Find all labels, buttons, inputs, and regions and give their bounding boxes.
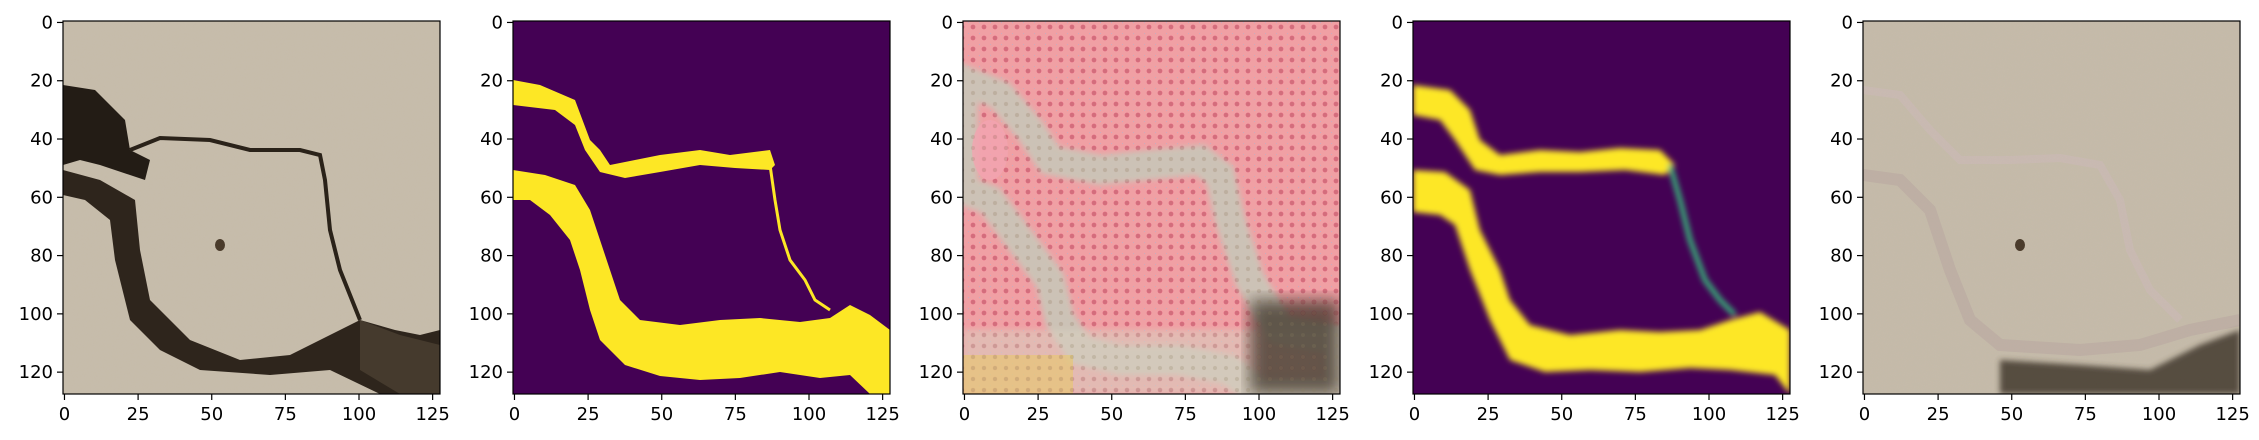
y-tick-label: 100 [1369,304,1403,325]
y-tick-label: 0 [1392,12,1403,33]
x-tick-label: 25 [1027,404,1050,425]
y-tick-label: 100 [19,304,53,325]
x-tick-label: 100 [2142,404,2176,425]
x-tick-label: 0 [1409,404,1420,425]
x-tick-label: 25 [1477,404,1500,425]
y-tick-label: 60 [30,187,53,208]
crack-region [63,85,150,180]
axes-input-photo: 0 25 50 75 100 125 0 20 40 60 80 100 120 [19,12,450,425]
x-tick-label: 25 [577,404,600,425]
y-tick-label: 60 [1380,187,1403,208]
y-tick-label: 0 [1842,12,1853,33]
y-tick-label: 120 [469,362,503,383]
x-tick-label: 0 [59,404,70,425]
y-tick-label: 80 [480,246,503,267]
y-tick-label: 40 [1830,129,1853,150]
y-tick-label: 40 [30,129,53,150]
y-tick-label: 80 [1380,246,1403,267]
panel-generated-image [963,21,1340,394]
y-tick-label: 80 [930,246,953,267]
y-tick-label: 120 [919,362,953,383]
x-tick-label: 75 [1174,404,1197,425]
panel-predicted-mask [1413,21,1790,394]
x-tick-label: 75 [274,404,297,425]
y-tick-label: 100 [1819,304,1853,325]
axes-frame [1862,20,2241,395]
y-tick-label: 40 [930,129,953,150]
x-tick-label: 50 [2000,404,2023,425]
y-tick-label: 120 [19,362,53,383]
panel-input-photo [63,21,440,394]
x-tick-label: 125 [2215,404,2249,425]
y-tick-label: 20 [30,71,53,92]
x-tick-label: 50 [200,404,223,425]
x-tick-label: 75 [2074,404,2097,425]
x-tick-label: 50 [650,404,673,425]
axes-frame [512,20,891,395]
panel-ground-truth-mask [513,21,890,394]
y-tick-label: 20 [1830,71,1853,92]
x-tick-label: 25 [1927,404,1950,425]
y-tick-label: 100 [469,304,503,325]
x-tick-label: 125 [1315,404,1349,425]
y-tick-label: 20 [1380,71,1403,92]
x-tick-label: 50 [1550,404,1573,425]
axes-frame [962,20,1341,395]
axes-ground-truth-mask: 0 25 50 75 100 125 0 20 40 60 80 100 120 [469,12,900,425]
y-tick-label: 40 [480,129,503,150]
x-tick-label: 75 [724,404,747,425]
axes-generated-image: 0 25 50 75 100 125 0 20 40 60 80 100 120 [919,12,1350,425]
axes-frame [62,20,441,395]
x-tick-label: 125 [415,404,449,425]
axes-predicted-mask: 0 25 50 75 100 125 0 20 40 60 80 100 120 [1369,12,1800,425]
x-tick-label: 75 [1624,404,1647,425]
y-tick-label: 80 [1830,246,1853,267]
panel-reconstructed-photo [1863,21,2240,394]
x-tick-label: 0 [959,404,970,425]
y-tick-label: 0 [942,12,953,33]
y-tick-label: 120 [1369,362,1403,383]
x-tick-label: 100 [342,404,376,425]
axes-frame [1412,20,1791,395]
y-tick-label: 0 [42,12,53,33]
x-tick-label: 100 [1242,404,1276,425]
x-tick-label: 100 [792,404,826,425]
y-tick-label: 60 [1830,187,1853,208]
y-tick-label: 60 [480,187,503,208]
axes-reconstructed-photo: 0 25 50 75 100 125 0 20 40 60 80 100 120 [1819,12,2250,425]
x-tick-label: 0 [1859,404,1870,425]
y-tick-label: 120 [1819,362,1853,383]
y-tick-label: 100 [919,304,953,325]
y-tick-label: 0 [492,12,503,33]
x-tick-label: 0 [509,404,520,425]
x-tick-label: 100 [1692,404,1726,425]
x-tick-label: 25 [127,404,150,425]
x-tick-label: 125 [865,404,899,425]
y-tick-label: 40 [1380,129,1403,150]
x-tick-label: 50 [1100,404,1123,425]
x-tick-label: 125 [1765,404,1799,425]
y-tick-label: 20 [480,71,503,92]
y-tick-label: 20 [930,71,953,92]
y-tick-label: 60 [930,187,953,208]
y-tick-label: 80 [30,246,53,267]
mask-crack-upper [513,80,775,178]
